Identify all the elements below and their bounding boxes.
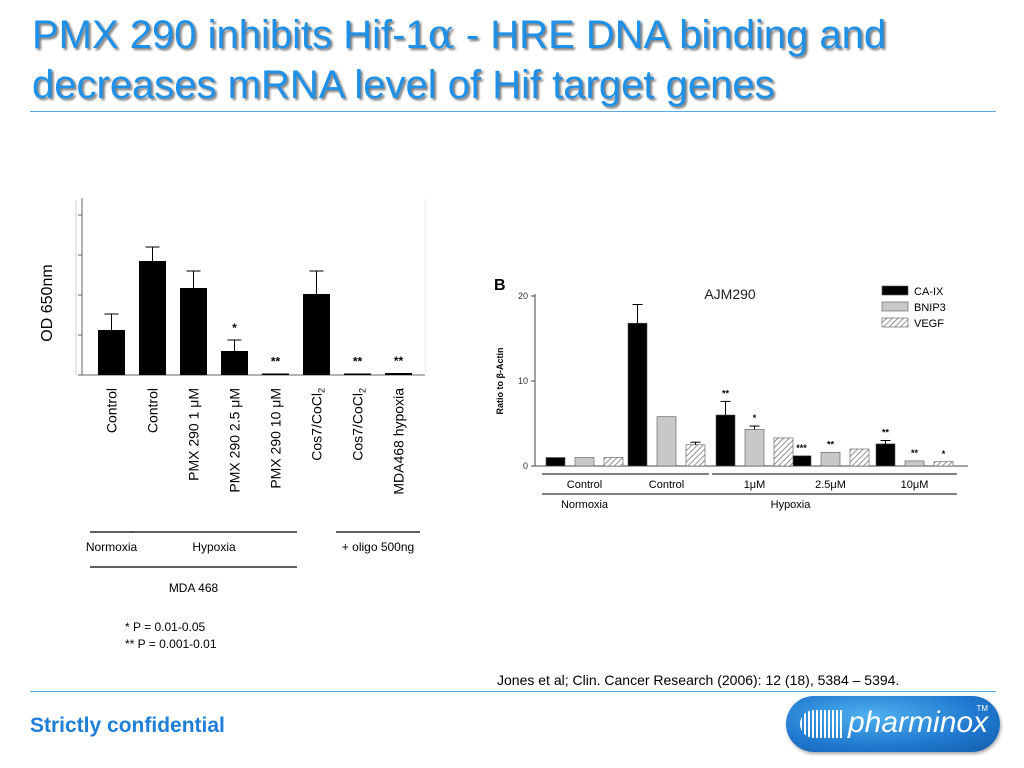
group-label: 2.5μM <box>815 479 846 491</box>
chart-title: AJM290 <box>704 286 756 302</box>
significance-label: * <box>942 449 946 459</box>
logo-stripes-icon <box>800 710 844 738</box>
y-tick-label: 20 <box>518 291 528 301</box>
supergroup-label: MDA 468 <box>169 581 219 595</box>
category-tick-label: PMX 290 1 μM <box>186 388 202 481</box>
category-tick-label: PMX 290 10 μM <box>268 388 284 489</box>
slide-title: PMX 290 inhibits Hif-1α - HRE DNA bindin… <box>32 10 1012 110</box>
bar <box>545 457 566 467</box>
y-tick-label: 10 <box>518 376 528 386</box>
bar <box>180 288 207 375</box>
group-label: Hypoxia <box>192 540 236 554</box>
legend-swatch <box>881 285 909 296</box>
bar <box>627 322 648 467</box>
footer-confidential: Strictly confidential <box>30 714 225 737</box>
significance-label: ** <box>911 448 919 458</box>
category-tick-label: MDA468 hypoxia <box>391 388 407 495</box>
bar <box>98 330 125 375</box>
bar <box>344 373 371 375</box>
group-label: Control <box>649 479 684 491</box>
group-label: + oligo 500ng <box>342 540 414 554</box>
category-tick-label: Cos7/CoCl2 <box>309 388 327 461</box>
supergroup-label: Hypoxia <box>771 499 812 511</box>
footer-divider <box>30 691 996 692</box>
bar <box>820 452 841 467</box>
bar <box>904 460 925 467</box>
bar <box>773 437 794 467</box>
bar <box>715 414 736 467</box>
category-tick-label: Control <box>104 388 120 433</box>
group-label: Control <box>567 479 602 491</box>
legend-label: VEGF <box>914 318 944 330</box>
bar <box>603 457 624 467</box>
y-axis-label: Ratio to β-Actin <box>495 348 505 415</box>
significance-label: *** <box>796 443 807 453</box>
group-label: 10μM <box>901 479 929 491</box>
title-text-rest: - HRE DNA binding and decreases mRNA lev… <box>32 13 887 107</box>
group-label: 1μM <box>744 479 766 491</box>
bar <box>303 294 330 375</box>
bar <box>933 461 954 467</box>
y-tick-label: 0 <box>523 461 528 471</box>
legend-label: BNIP3 <box>914 302 946 314</box>
significance-label: * <box>232 321 237 335</box>
pvalue-note: ** P = 0.001-0.01 <box>125 637 217 651</box>
significance-label: ** <box>722 388 730 398</box>
legend-label: CA-IX <box>914 286 944 298</box>
title-alpha: α <box>427 12 455 58</box>
significance-label: * <box>753 413 757 423</box>
significance-label: ** <box>882 428 890 438</box>
bar <box>574 457 595 467</box>
bar <box>875 443 896 467</box>
pharminox-logo: pharminox TM <box>786 696 1000 752</box>
bar <box>385 373 412 375</box>
legend-swatch <box>881 317 909 328</box>
significance-label: ** <box>271 355 281 369</box>
chart-a: OD 650nm Control Control PMX 290 1 μM * PMX 2… <box>39 198 426 651</box>
panel-label: B <box>494 277 506 294</box>
bar <box>849 448 870 467</box>
category-tick-label: Cos7/CoCl2 <box>350 388 368 461</box>
bar <box>744 429 765 467</box>
significance-label: ** <box>827 439 835 449</box>
title-text: PMX 290 inhibits Hif-1 <box>32 13 428 57</box>
title-underline <box>30 111 996 112</box>
bar <box>656 416 677 467</box>
logo-text: pharminox <box>848 706 989 739</box>
bar <box>221 351 248 375</box>
logo-tm: TM <box>976 704 988 713</box>
citation: Jones et al; Clin. Cancer Research (2006… <box>497 672 900 688</box>
significance-label: ** <box>353 355 363 369</box>
category-tick-label: PMX 290 2.5 μM <box>227 388 243 493</box>
legend-swatch <box>881 301 909 312</box>
bar <box>262 373 289 375</box>
group-label: Normoxia <box>86 540 138 554</box>
bar <box>139 261 166 375</box>
bar <box>791 455 812 467</box>
pvalue-note: * P = 0.01-0.05 <box>125 620 206 634</box>
y-axis-label: OD 650nm <box>39 264 56 341</box>
category-tick-label: Control <box>145 388 161 433</box>
supergroup-label: Normoxia <box>561 499 609 511</box>
bar <box>685 444 706 467</box>
significance-label: ** <box>394 354 404 368</box>
